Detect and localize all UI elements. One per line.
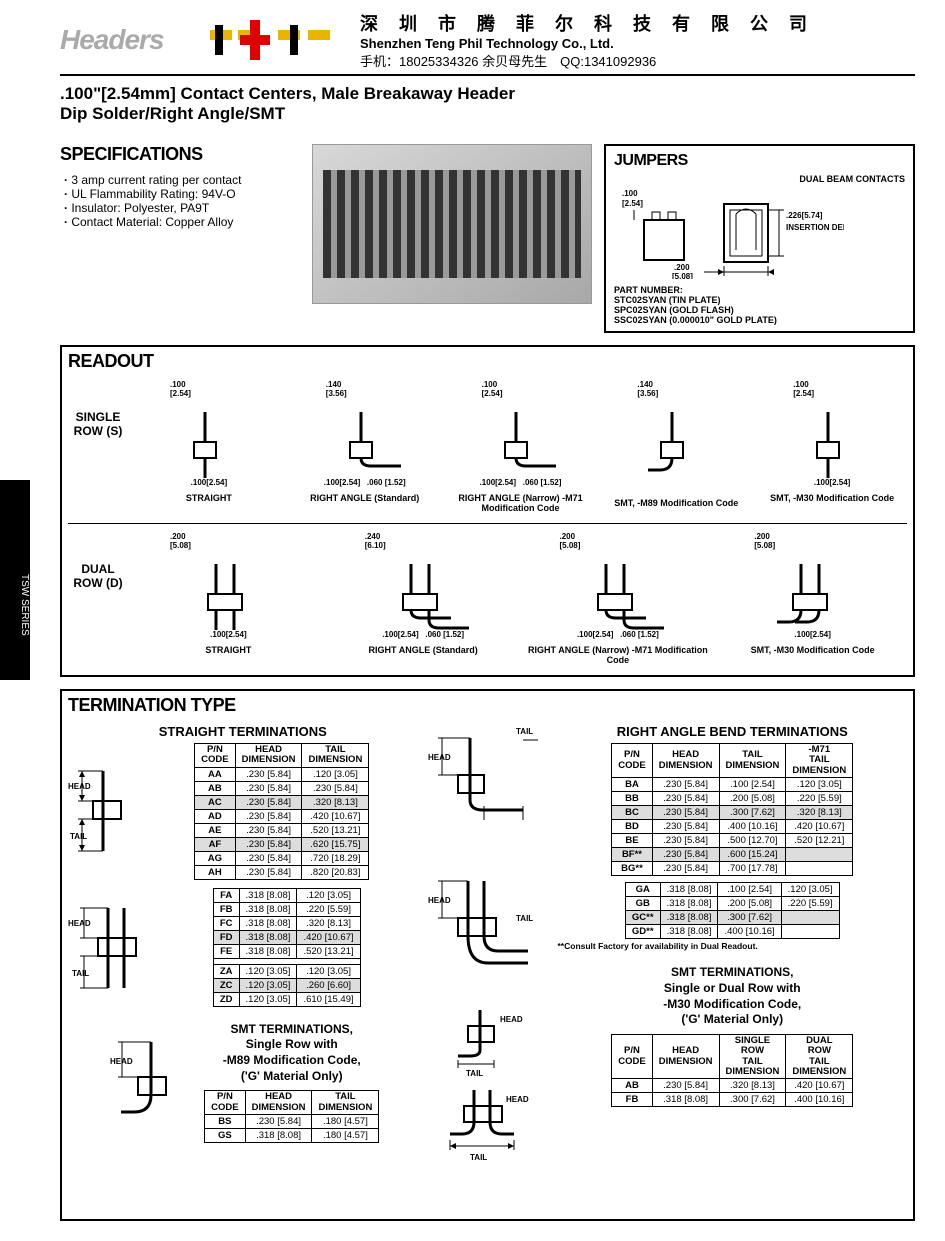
product-image [312,144,592,304]
jumper-diagram: .100 [2.54] .226[5.74] INSERTION DEPTH [614,184,844,279]
spec-item: 3 amp current rating per contact [76,173,300,187]
straight-diagram-2: HEAD TAIL [68,888,148,1008]
svg-text:TAIL: TAIL [70,832,87,841]
svg-text:HEAD: HEAD [428,896,451,905]
svg-text:TAIL: TAIL [516,727,533,736]
smt89-diagram: HEAD [106,1022,196,1152]
pn-3: SSC02SYAN (0.000010" GOLD PLATE) [614,315,905,325]
readout-heading: READOUT [68,351,907,372]
svg-text:[5.08]: [5.08] [672,272,693,279]
readout-cell: .100[2.54].100[2.54]SMT, -M30 Modificati… [757,380,907,513]
svg-text:TAIL: TAIL [466,1069,483,1078]
smt89-h2: Single Row with [204,1037,379,1053]
readout-cell: .100[2.54].100[2.54]STRAIGHT [134,380,284,513]
smt30-table: P/NCODEHEADDIMENSIONSINGLEROWTAILDIMENSI… [611,1034,853,1108]
svg-text:TAIL: TAIL [470,1153,487,1162]
svg-text:TAIL: TAIL [516,914,533,923]
smt30-h3: -M30 Modification Code, [558,997,908,1013]
ra-table-1: P/NCODEHEADDIMENSIONTAILDIMENSION-M71TAI… [611,743,853,876]
readout-cell: .200[5.08].100[2.54]STRAIGHT [134,532,323,665]
smt30-h4: ('G' Material Only) [558,1012,908,1028]
spec-item: Insulator: Polyester, PA9T [76,201,300,215]
ra-diagram-2: TAIL HEAD [428,863,548,1003]
svg-text:HEAD: HEAD [110,1057,133,1066]
smt89-h4: ('G' Material Only) [204,1069,379,1085]
smt30-h1: SMT TERMINATIONS, [558,965,908,981]
svg-text:HEAD: HEAD [500,1015,523,1024]
company-contact: 手机：18025334326 余贝母先生 QQ:1341092936 [360,51,915,70]
specifications: SPECIFICATIONS 3 amp current rating per … [60,144,300,229]
readout-cell: .240[6.10].100[2.54] .060 [1.52]RIGHT AN… [329,532,518,665]
svg-text:.226[5.74]: .226[5.74] [786,211,823,220]
title-line1: .100"[2.54mm] Contact Centers, Male Brea… [60,84,915,104]
svg-text:.200: .200 [674,263,690,272]
svg-text:HEAD: HEAD [428,753,451,762]
svg-text:[2.54]: [2.54] [622,199,643,208]
jumpers-section: JUMPERS DUAL BEAM CONTACTS .100 [2.54] [604,144,915,333]
readout-cell: .200[5.08].100[2.54] .060 [1.52]RIGHT AN… [524,532,713,665]
dual-row-label: DUAL ROW (D) [68,532,128,591]
readout-cell: .140[3.56]SMT, -M89 Modification Code [601,380,751,513]
ra-diagram-1: TAIL HEAD [428,720,548,860]
svg-text:HEAD: HEAD [68,782,91,791]
readout-cell: .140[3.56].100[2.54] .060 [1.52]RIGHT AN… [290,380,440,513]
termination-section: TERMINATION TYPE STRAIGHT TERMINATIONS H… [60,689,915,1221]
smt89-h1: SMT TERMINATIONS, [204,1022,379,1038]
dual-beam-label: DUAL BEAM CONTACTS [614,174,905,184]
svg-text:.100: .100 [622,189,638,198]
jumpers-heading: JUMPERS [614,152,905,170]
spec-item: UL Flammability Rating: 94V-O [76,187,300,201]
ra-table-2: GA.318 [8.08].100 [2.54].120 [3.05]GB.31… [625,882,840,939]
readout-cell: .100[2.54].100[2.54] .060 [1.52]RIGHT AN… [446,380,596,513]
smt89-h3: -M89 Modification Code, [204,1053,379,1069]
pn-2: SPC02SYAN (GOLD FLASH) [614,305,905,315]
straight-diagram-1: HEAD TAIL [68,751,138,871]
termination-heading: TERMINATION TYPE [68,695,907,716]
svg-text:INSERTION DEPTH: INSERTION DEPTH [786,223,844,232]
top-header: Headers 深 圳 市 腾 菲 尔 科 技 有 限 公 司 Shenzhen… [60,10,915,76]
side-tab: TSW SERIES [0,480,30,680]
ra-note: **Consult Factory for availability in Du… [558,941,908,951]
straight-table-fz: FA.318 [8.08].120 [3.05]FB.318 [8.08].22… [213,888,361,1007]
svg-text:TAIL: TAIL [72,969,89,978]
pn-1: STC02SYAN (TIN PLATE) [614,295,905,305]
straight-table-a: P/NCODEHEADDIMENSIONTAILDIMENSIONAA.230 … [194,743,369,880]
spec-heading: SPECIFICATIONS [60,144,300,165]
ra-term-heading: RIGHT ANGLE BEND TERMINATIONS [558,724,908,739]
svg-text:HEAD: HEAD [68,919,91,928]
straight-term-heading: STRAIGHT TERMINATIONS [68,724,418,739]
spec-item: Contact Material: Copper Alloy [76,215,300,229]
svg-text:HEAD: HEAD [506,1095,529,1104]
pn-title: PART NUMBER: [614,285,905,295]
company-text: 深 圳 市 腾 菲 尔 科 技 有 限 公 司 Shenzhen Teng Ph… [340,10,915,70]
single-row-label: SINGLE ROW (S) [68,380,128,439]
readout-cell: .200[5.08].100[2.54]SMT, -M30 Modificati… [718,532,907,665]
title-line2: Dip Solder/Right Angle/SMT [60,104,915,124]
smt89-table: P/NCODEHEADDIMENSIONTAILDIMENSIONBS.230 … [204,1090,379,1143]
company-logo [200,15,340,65]
company-name-cn: 深 圳 市 腾 菲 尔 科 技 有 限 公 司 [360,10,915,36]
product-title: .100"[2.54mm] Contact Centers, Male Brea… [60,84,915,124]
company-name-en: Shenzhen Teng Phil Technology Co., Ltd. [360,36,915,51]
readout-section: READOUT SINGLE ROW (S) .100[2.54].100[2.… [60,345,915,677]
headers-label: Headers [60,24,200,56]
smt30-h2: Single or Dual Row with [558,981,908,997]
smt-mid-diagrams: HEAD TAIL HEAD TAIL [428,1006,548,1206]
